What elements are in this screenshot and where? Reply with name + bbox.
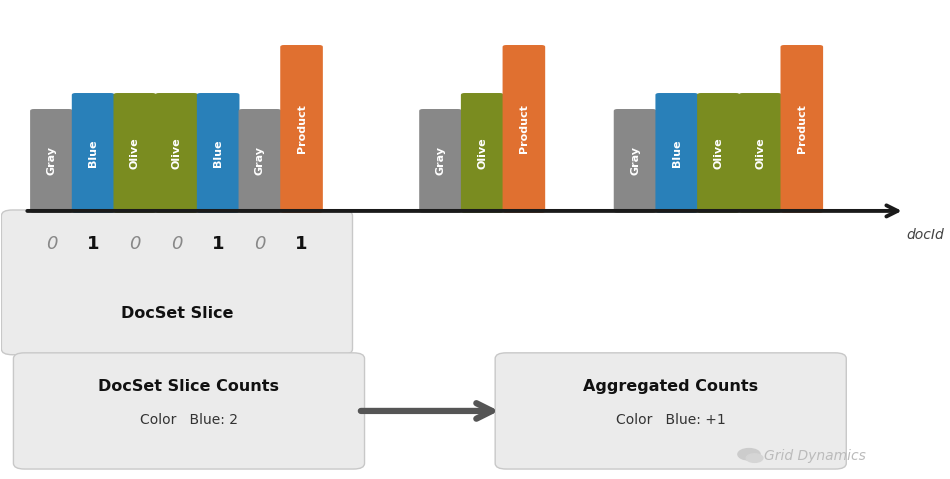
FancyBboxPatch shape — [781, 45, 823, 213]
Text: Gray: Gray — [630, 147, 640, 175]
FancyBboxPatch shape — [113, 93, 156, 213]
Text: Grid Dynamics: Grid Dynamics — [764, 449, 865, 463]
Text: 0: 0 — [46, 235, 57, 253]
Text: Gray: Gray — [255, 147, 265, 175]
Text: DocSet Slice: DocSet Slice — [121, 306, 233, 321]
Text: Gray: Gray — [435, 147, 446, 175]
Text: 1: 1 — [295, 235, 308, 253]
Text: Product: Product — [296, 104, 307, 153]
Text: 0: 0 — [171, 235, 182, 253]
FancyBboxPatch shape — [72, 93, 114, 213]
Text: Olive: Olive — [172, 137, 181, 169]
Text: 0: 0 — [254, 235, 266, 253]
FancyBboxPatch shape — [739, 93, 782, 213]
Text: Olive: Olive — [130, 137, 140, 169]
FancyBboxPatch shape — [13, 353, 365, 469]
FancyBboxPatch shape — [656, 93, 698, 213]
Text: docId: docId — [906, 228, 944, 241]
Circle shape — [738, 448, 760, 460]
Text: DocSet Slice Counts: DocSet Slice Counts — [99, 379, 279, 394]
FancyBboxPatch shape — [197, 93, 239, 213]
FancyBboxPatch shape — [30, 109, 73, 213]
FancyBboxPatch shape — [614, 109, 656, 213]
Text: Gray: Gray — [47, 147, 56, 175]
FancyBboxPatch shape — [238, 109, 281, 213]
Text: Product: Product — [519, 104, 529, 153]
FancyBboxPatch shape — [697, 93, 740, 213]
Text: 0: 0 — [129, 235, 141, 253]
Circle shape — [746, 454, 763, 462]
Text: Olive: Olive — [713, 137, 724, 169]
FancyBboxPatch shape — [461, 93, 504, 213]
FancyBboxPatch shape — [503, 45, 545, 213]
Text: Olive: Olive — [477, 137, 487, 169]
Text: Blue: Blue — [672, 139, 682, 167]
FancyBboxPatch shape — [280, 45, 323, 213]
Text: Product: Product — [797, 104, 807, 153]
FancyBboxPatch shape — [419, 109, 462, 213]
Text: Color   Blue: 2: Color Blue: 2 — [140, 413, 238, 427]
Text: 1: 1 — [212, 235, 224, 253]
Text: Blue: Blue — [213, 139, 223, 167]
Text: Aggregated Counts: Aggregated Counts — [583, 379, 758, 394]
FancyBboxPatch shape — [495, 353, 846, 469]
Text: Olive: Olive — [755, 137, 765, 169]
FancyBboxPatch shape — [155, 93, 198, 213]
Text: Color   Blue: +1: Color Blue: +1 — [616, 413, 726, 427]
Text: Blue: Blue — [88, 139, 98, 167]
FancyBboxPatch shape — [1, 210, 352, 355]
Text: 1: 1 — [86, 235, 100, 253]
